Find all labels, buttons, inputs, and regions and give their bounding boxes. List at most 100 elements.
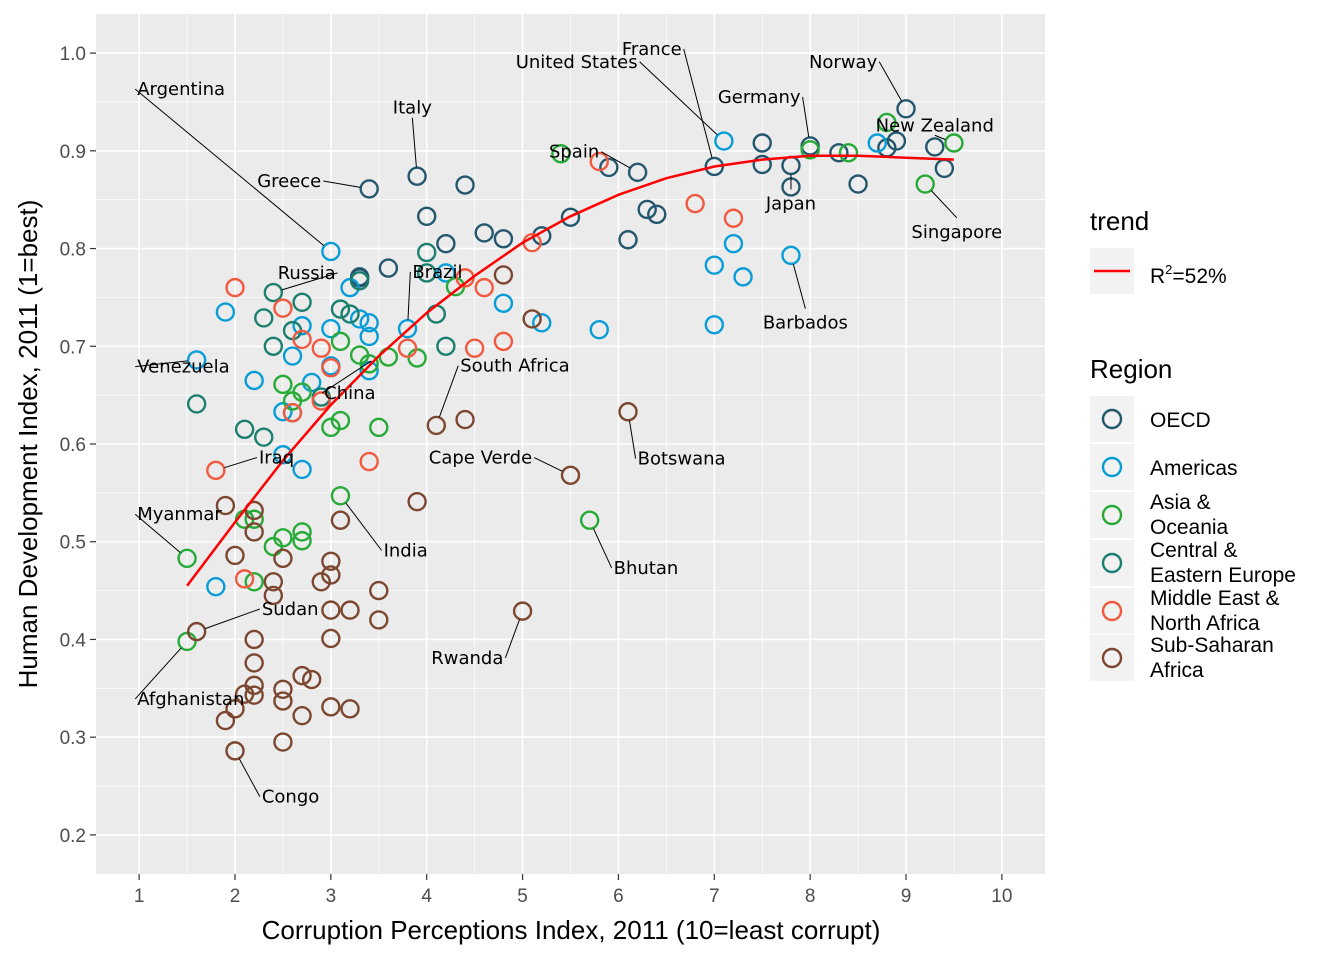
- data-point: [340, 699, 360, 719]
- data-point: [685, 193, 705, 214]
- y-tick-label: 0.5: [60, 533, 86, 554]
- data-point: [234, 419, 255, 440]
- annotation-leader-line: [411, 117, 417, 168]
- data-point: [647, 204, 667, 225]
- data-point: [493, 331, 514, 352]
- legend-key-background: [1090, 444, 1134, 490]
- x-tick-label: 6: [613, 886, 624, 907]
- data-point: [800, 140, 820, 160]
- annotation-leader-line: [204, 608, 261, 630]
- data-point: [330, 510, 351, 530]
- data-point: [321, 551, 341, 571]
- y-tick-label: 0.9: [60, 142, 86, 163]
- data-point: [752, 154, 772, 175]
- data-point: [886, 131, 907, 151]
- data-point: [838, 143, 859, 163]
- data-point: [340, 600, 360, 620]
- data-point: [867, 133, 887, 153]
- data-point: [244, 572, 264, 592]
- annotation-label: Japan: [765, 193, 816, 214]
- data-point: [330, 486, 351, 506]
- annotation-leader-line: [323, 180, 361, 188]
- data-point: [263, 282, 284, 303]
- x-tick-label: 5: [517, 886, 528, 907]
- data-point: [244, 370, 264, 391]
- data-point: [186, 394, 207, 414]
- legend-key-background: [1090, 540, 1134, 586]
- data-point: [186, 350, 207, 370]
- annotation-leader-line: [592, 528, 613, 569]
- data-point: [244, 509, 264, 529]
- data-point: [599, 157, 619, 178]
- data-point: [206, 576, 226, 597]
- annotation-label: China: [324, 383, 375, 404]
- data-point: [618, 402, 638, 422]
- data-point: [493, 265, 514, 285]
- data-point: [522, 309, 542, 329]
- annotation-leader-line: [224, 457, 258, 469]
- data-point: [407, 166, 427, 186]
- data-point: [225, 545, 245, 566]
- annotation-label: Bhutan: [614, 558, 679, 579]
- y-axis-title: Human Development Index, 2011 (1=best): [13, 200, 43, 689]
- data-point: [282, 403, 303, 423]
- legend-key-circle: [1101, 600, 1123, 622]
- data-point: [330, 410, 351, 431]
- data-point: [292, 665, 312, 686]
- data-point: [292, 329, 312, 350]
- data-point: [225, 699, 245, 719]
- annotation-label: Spain: [549, 142, 599, 163]
- data-point: [637, 199, 657, 220]
- data-point: [589, 151, 609, 172]
- data-point: [944, 133, 964, 153]
- annotation-label: Iraq: [259, 448, 294, 469]
- data-point: [186, 621, 207, 642]
- data-point: [225, 277, 245, 298]
- data-point: [560, 465, 581, 485]
- data-point: [551, 144, 571, 164]
- legend-region-label: Middle East & North Africa: [1150, 587, 1280, 635]
- data-point: [321, 600, 341, 620]
- data-point: [493, 293, 514, 313]
- data-point: [781, 245, 801, 266]
- data-point: [560, 207, 581, 227]
- data-point: [273, 374, 293, 395]
- annotation-leader-line: [628, 420, 637, 459]
- data-point: [359, 326, 379, 347]
- annotation-leader-line: [878, 61, 902, 102]
- annotation-leader-line: [135, 360, 188, 368]
- y-tick-label: 0.3: [60, 728, 86, 749]
- annotation-label: Russia: [278, 263, 336, 284]
- data-point: [359, 354, 379, 374]
- annotation-label: Rwanda: [431, 648, 503, 669]
- data-point: [627, 162, 648, 183]
- data-point: [407, 491, 427, 512]
- data-point: [254, 427, 274, 447]
- data-point: [925, 137, 945, 157]
- data-point: [177, 548, 197, 569]
- data-point: [282, 346, 303, 366]
- annotation-leader-line: [504, 619, 520, 659]
- y-tick-label: 0.8: [60, 240, 86, 261]
- data-point: [915, 174, 935, 194]
- y-tick-label: 0.4: [60, 630, 87, 651]
- x-tick-label: 3: [326, 886, 337, 907]
- annotation-label: New Zealand: [876, 115, 994, 136]
- data-point: [244, 653, 264, 673]
- data-point: [225, 741, 245, 761]
- data-point: [733, 267, 753, 287]
- data-point: [321, 241, 341, 262]
- annotation-label: Italy: [393, 98, 432, 119]
- annotation-leader-line: [934, 134, 946, 141]
- legend-key-background: [1090, 396, 1134, 442]
- data-point: [426, 415, 446, 436]
- data-point: [311, 338, 331, 358]
- data-point: [330, 331, 351, 352]
- annotation-label: Congo: [262, 787, 319, 808]
- data-point: [311, 572, 331, 592]
- annotation-leader-line: [930, 190, 958, 219]
- annotation-label: India: [384, 540, 428, 561]
- legend-key-circle: [1101, 552, 1123, 574]
